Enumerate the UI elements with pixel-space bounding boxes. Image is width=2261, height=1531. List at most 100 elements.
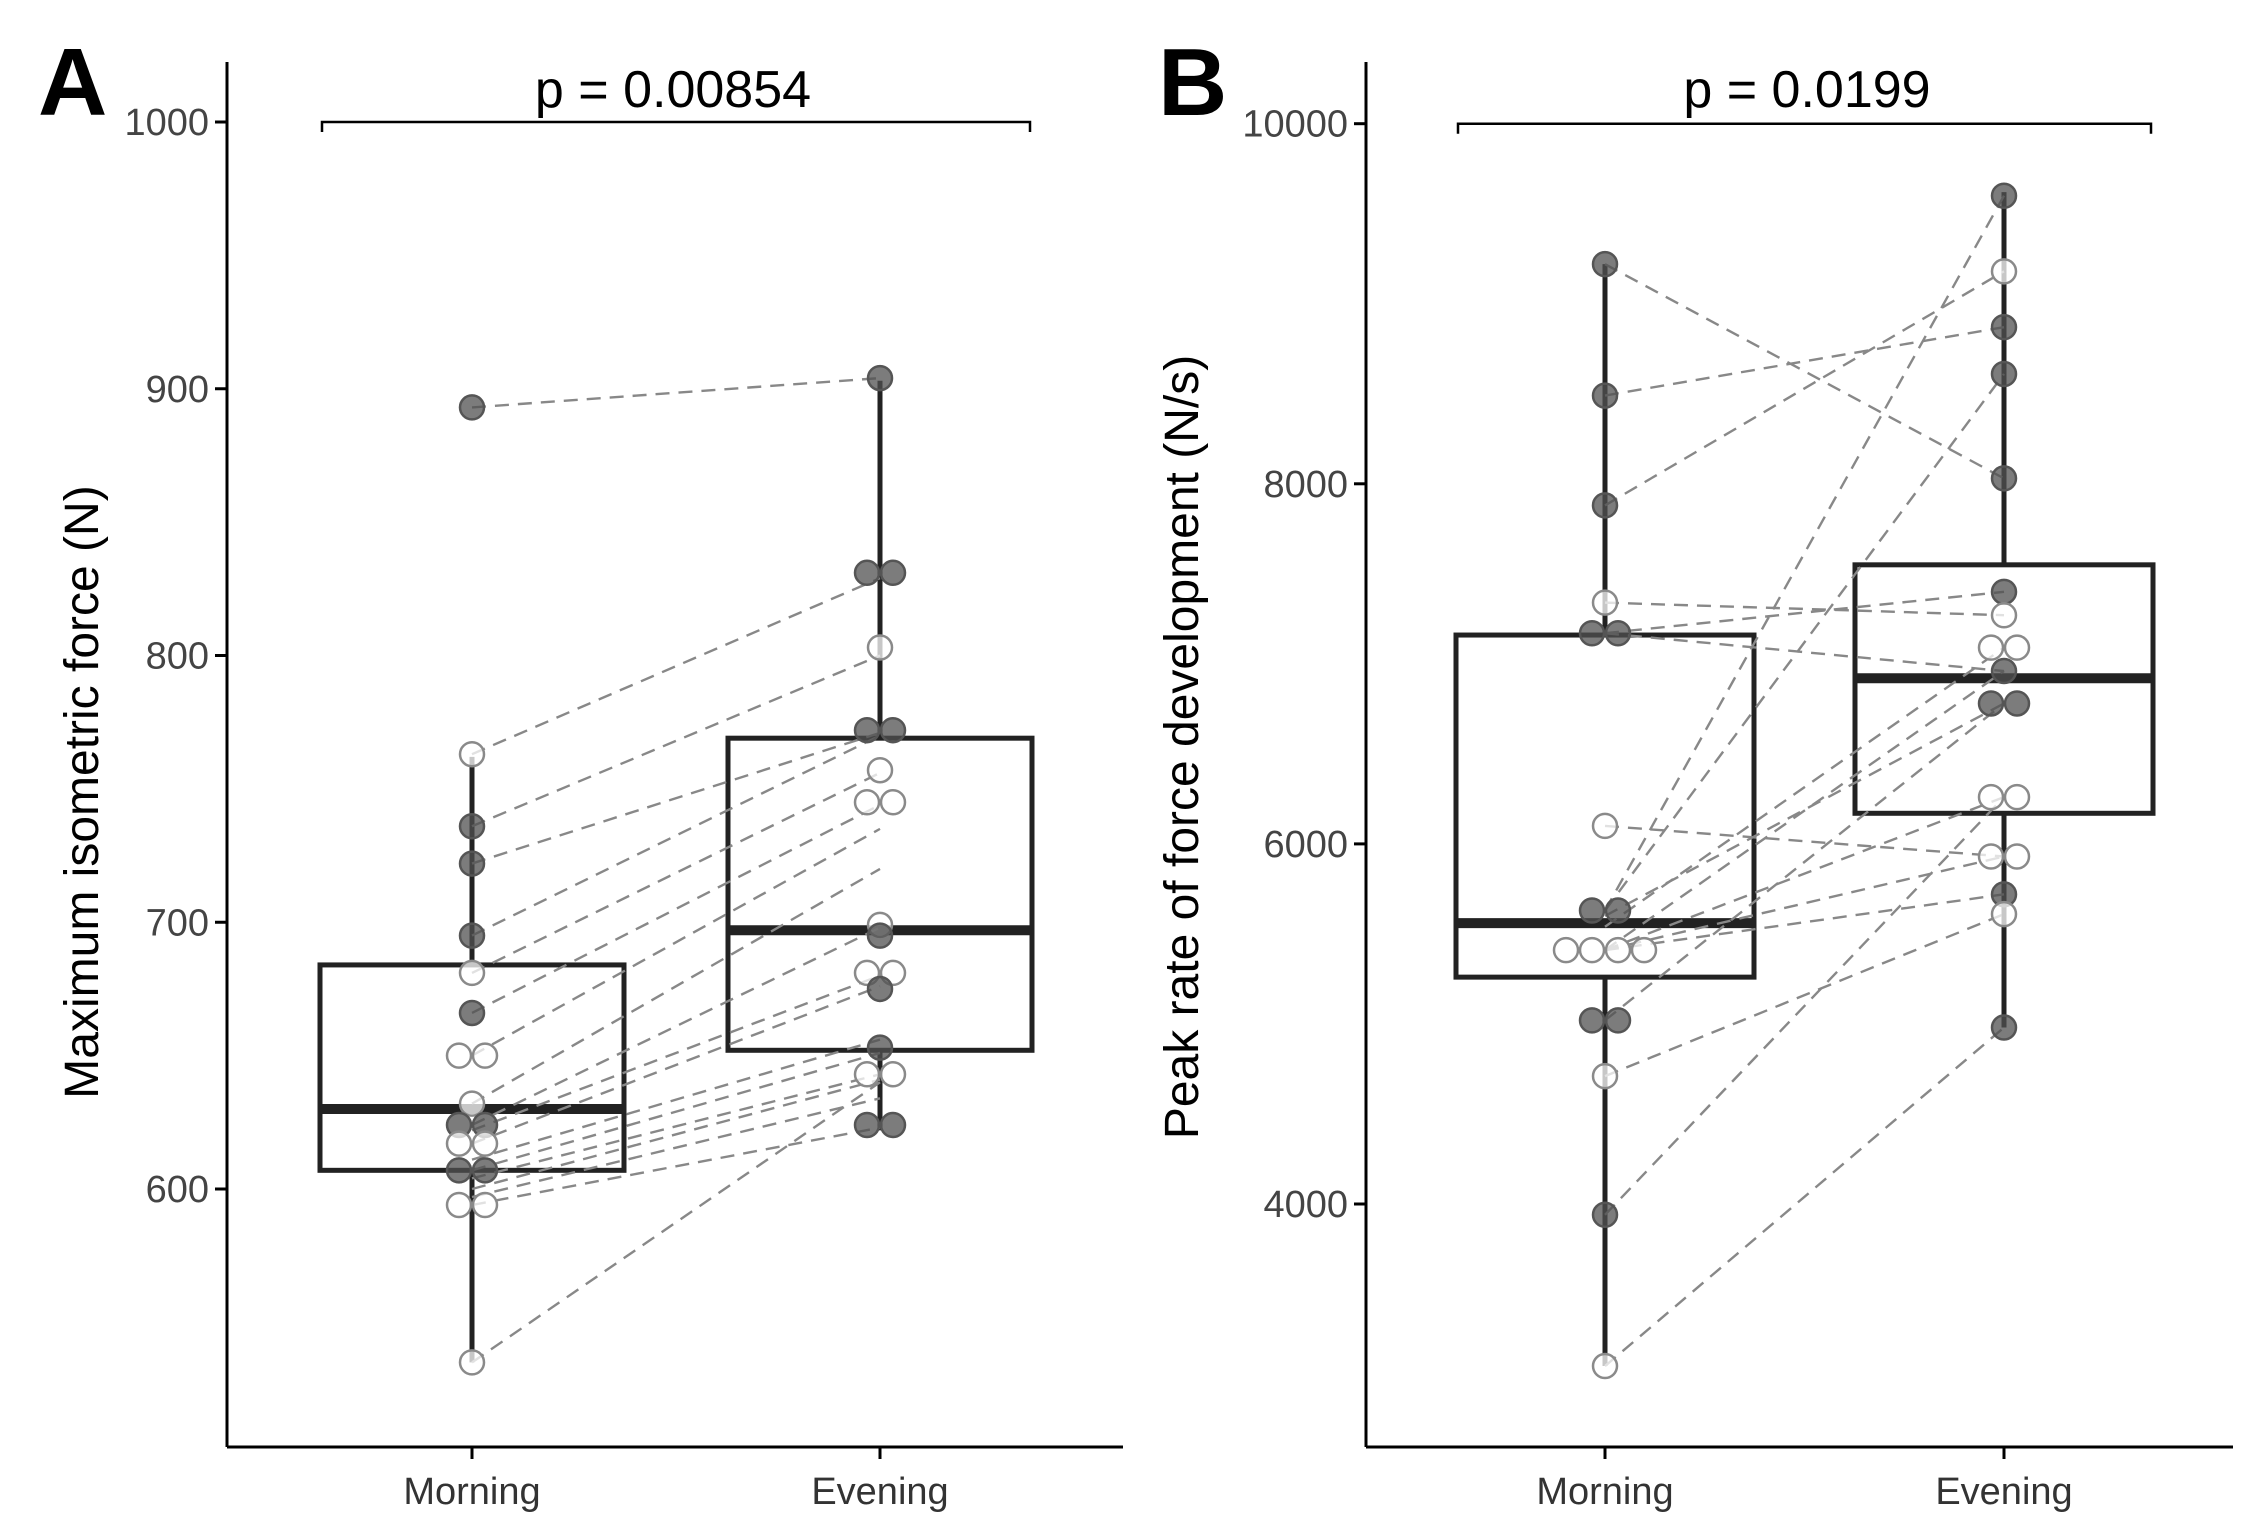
panel-a-pair-line [471,867,881,1105]
panel-a-pair-line [471,376,881,409]
panel-b-point-evening [1990,465,2018,492]
panel-b-pair-line [1604,913,2005,1078]
panel-b-point-morning [1591,1352,1619,1380]
panel-a-pair-line [471,734,881,937]
panel-b-y-tick-label: 10000 [1242,104,1348,146]
panel-b-point-evening [1990,360,2018,388]
panel-b-point-evening [2003,783,2031,811]
panel-b-x-tick-evening: Evening [1935,1471,2072,1513]
panel-a-pair-line [471,1081,881,1364]
panel-b-pair-line [1604,270,2005,507]
panel-a-point-evening [866,922,894,949]
panel-b-point-morning [1578,619,1606,647]
panel-a-y-tick-label: 700 [146,902,209,944]
panel-b-point-evening [1990,1014,2018,1041]
panel-b-pair-line [1604,855,2005,952]
panel-b-point-morning [1578,1007,1606,1034]
panel-b-point-morning [1630,936,1658,964]
panel-a-y-tick-label: 1000 [124,102,209,144]
panel-b-box-evening [1852,562,2156,816]
panel-b-pair-line [1604,670,2005,952]
panel-b-point-evening [1990,900,2018,928]
panel-b-p-value: p = 0.0199 [1683,61,1930,119]
panel-a-y-axis-label: Maximum isometric force (N) [56,485,109,1098]
panel-a-pair-line [471,771,881,975]
panel-a-significance-bracket [320,120,1032,132]
panel-b-point-evening [1977,783,2005,811]
panel-b-pair-line [1604,893,2005,952]
panel-a-pair-line [471,1073,881,1180]
panel-b-pair-line [1604,795,2005,952]
panel-b-point-evening [2003,843,2031,870]
panel-a-point-evening [879,716,907,744]
panel-a-point-morning [458,812,486,840]
panel-a-point-evening [853,788,881,816]
panel-b-point-evening [1990,313,2018,341]
panel-b-pair-line [1604,325,2005,397]
panel-a-y-tick-label: 600 [146,1169,209,1211]
panel-a-point-evening [853,1111,881,1139]
panel-b-significance-bracket [1456,122,2153,134]
panel-a-point-evening [853,716,881,744]
panel-a-point-morning [471,1157,499,1184]
panel-b-point-morning [1591,492,1619,519]
panel-b-point-evening [2003,690,2031,717]
panel-a-point-evening [866,756,894,784]
panel-a-point-evening [879,788,907,816]
panel-a-pair-line [471,1097,881,1199]
panel-a-point-morning [458,999,486,1027]
panel-b-pair-line [1604,590,2005,635]
panel-a-point-morning [471,1042,499,1069]
panel-b-pair-line [1604,373,2005,912]
panel-b-point-evening [1977,843,2005,870]
panel-b-y-axis-label: Peak rate of force development (N/s) [1156,355,1209,1139]
panel-b-point-morning [1604,897,1632,924]
panel-b-point-evening [1990,182,2018,209]
panel-a-chart: A Maximum isometric force (N) p = 0.0085… [38,29,1123,1513]
panel-a-point-morning [445,1130,473,1157]
panel-a-pair-line [471,1126,881,1207]
panel-a-point-morning [458,1090,486,1117]
panel-a-point-morning [445,1042,473,1069]
panel-a-pair-line [471,1078,881,1191]
panel-a-point-morning [471,1191,499,1219]
panel-b-pair-line [1604,824,2005,858]
panel-a-pair-line [471,1038,881,1161]
panel-b-pair-line [1604,1026,2005,1367]
panel-b-point-morning [1591,589,1619,616]
panel-b-point-evening [2003,634,2031,661]
panel-a-pair-line [471,1051,881,1172]
panel-b-pair-line [1604,702,2005,1022]
panel-b-pair-line [1604,601,2005,617]
panel-a-point-evening [866,1034,894,1061]
panel-b-point-morning [1591,250,1619,278]
panel-a-box-evening [725,735,1035,1053]
panel-b-pair-line [1604,263,2005,480]
panel-b-pair-line [1603,195,2006,912]
panel-a-point-evening [879,1061,907,1088]
panel-a-pair-line [471,654,881,828]
panel-a-point-morning [458,959,486,987]
panel-a-point-evening [866,975,894,1003]
panel-b-point-morning [1604,936,1632,964]
panel-b-point-evening [1990,578,2018,606]
panel-a-point-morning [458,1349,486,1376]
panel-b-pair-line [1604,646,2005,928]
panel-a-pair-line [471,974,881,1132]
panel-b-point-morning [1552,936,1580,964]
panel-b-point-evening [1990,601,2018,629]
panel-a-x-tick-morning: Morning [403,1471,540,1513]
panel-a-point-morning [458,850,486,877]
panel-b-letter: B [1158,29,1227,136]
panel-b-y-tick-label: 4000 [1263,1184,1348,1226]
panel-b-point-morning [1591,382,1619,409]
panel-b-point-morning [1604,619,1632,647]
panel-a-point-morning [445,1157,473,1184]
panel-a-point-evening [879,1111,907,1139]
panel-b-point-morning [1578,936,1606,964]
panel-a-point-morning [458,394,486,421]
panel-b-pair-line [1604,796,2005,1216]
panel-b-y-tick-label: 8000 [1263,464,1348,506]
panel-b-point-evening [1977,690,2005,717]
